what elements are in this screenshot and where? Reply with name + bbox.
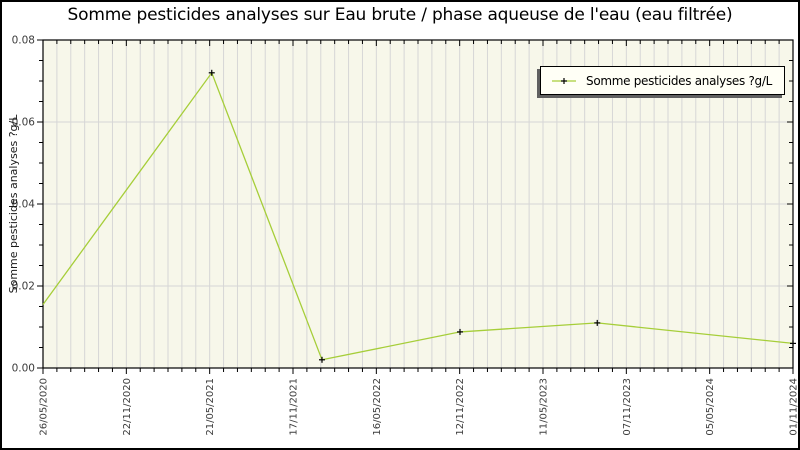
y-tick-label: 0.04 xyxy=(12,199,36,211)
data-point-markers xyxy=(208,69,796,363)
series-line xyxy=(42,71,794,361)
data-point-marker xyxy=(594,319,601,326)
gridlines xyxy=(43,40,793,368)
x-tick-label: 12/11/2022 xyxy=(455,378,466,436)
x-tick-label: 01/11/2024 xyxy=(789,378,800,436)
x-tick-label: 22/11/2020 xyxy=(122,378,133,436)
axis-ticks xyxy=(37,39,794,374)
x-tick-label: 11/05/2023 xyxy=(539,378,550,436)
data-point-marker xyxy=(790,340,796,347)
x-tick-labels: 26/05/2020 22/11/2020 21/05/2021 17/11/2021… xyxy=(39,378,800,436)
y-tick-label: 0.02 xyxy=(12,281,35,293)
legend-series-marker-icon xyxy=(551,75,577,87)
x-tick-label: 17/11/2021 xyxy=(289,378,300,436)
data-point-marker xyxy=(319,356,325,363)
x-tick-label: 07/11/2023 xyxy=(622,378,633,436)
y-tick-labels: 0.00 0.02 0.04 0.06 0.08 xyxy=(12,35,36,375)
x-tick-label: 05/05/2024 xyxy=(705,378,716,436)
y-tick-label: 0.00 xyxy=(12,363,35,375)
x-tick-label: 26/05/2020 xyxy=(39,378,50,436)
data-point-marker xyxy=(457,328,463,335)
legend-series-label: Somme pesticides analyses ?g/L xyxy=(586,73,772,88)
data-point-marker xyxy=(208,69,215,76)
y-tick-label: 0.06 xyxy=(12,117,36,129)
y-tick-label: 0.08 xyxy=(12,35,35,47)
chart-title: Somme pesticides analyses sur Eau brute … xyxy=(67,5,733,25)
legend-box: Somme pesticides analyses ?g/L xyxy=(540,66,785,95)
x-tick-label: 21/05/2021 xyxy=(205,378,216,436)
y-axis-title: Somme pesticides analyses ?g/L xyxy=(7,114,20,294)
x-tick-label: 16/05/2022 xyxy=(372,378,383,436)
